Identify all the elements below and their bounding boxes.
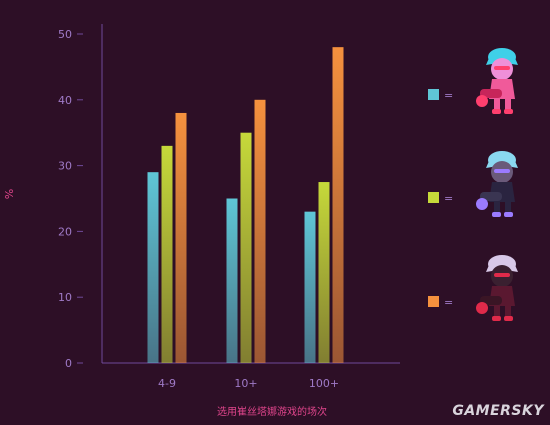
legend: = = = [428, 48, 518, 321]
y-tick-label: 30 [58, 160, 72, 173]
legend-swatch-3 [428, 296, 439, 307]
bar-100+-series-2 [318, 182, 330, 363]
tick-labels: 0 10 20 30 40 50 4-9 10+ 100+ [58, 28, 339, 390]
bars [147, 47, 344, 364]
bar-4-9-series-3 [175, 112, 187, 364]
tristana-champion-icon-dark-red [476, 255, 518, 321]
legend-swatch-2 [428, 192, 439, 203]
y-tick-label: 20 [58, 225, 72, 238]
legend-swatch-1 [428, 89, 439, 100]
x-tick-label: 10+ [234, 377, 257, 390]
bar-10+-series-1 [226, 198, 238, 363]
y-axis-label: % [3, 189, 16, 199]
tristana-champion-icon-dark-blue [476, 151, 518, 217]
bar-10+-series-2 [240, 132, 252, 363]
y-tick-label: 10 [58, 291, 72, 304]
x-axis-label: 选用崔丝塔娜游戏的场次 [217, 405, 327, 418]
x-tick-label: 100+ [309, 377, 339, 390]
x-tick-label: 4-9 [158, 377, 176, 390]
bar-10+-series-3 [254, 99, 266, 364]
legend-equals-3: = [444, 296, 453, 309]
tristana-champion-icon-pink [476, 48, 518, 114]
axes [77, 24, 400, 364]
bar-4-9-series-1 [147, 172, 159, 363]
bar-100+-series-3 [332, 47, 344, 363]
bar-100+-series-1 [304, 211, 316, 363]
y-tick-label: 50 [58, 28, 72, 41]
y-tick-label: 40 [58, 94, 72, 107]
bar-4-9-series-2 [161, 145, 173, 363]
gamersky-watermark: GAMERSKY [452, 403, 544, 419]
legend-equals-2: = [444, 192, 453, 205]
legend-equals-1: = [444, 89, 453, 102]
y-tick-label: 0 [65, 357, 72, 370]
